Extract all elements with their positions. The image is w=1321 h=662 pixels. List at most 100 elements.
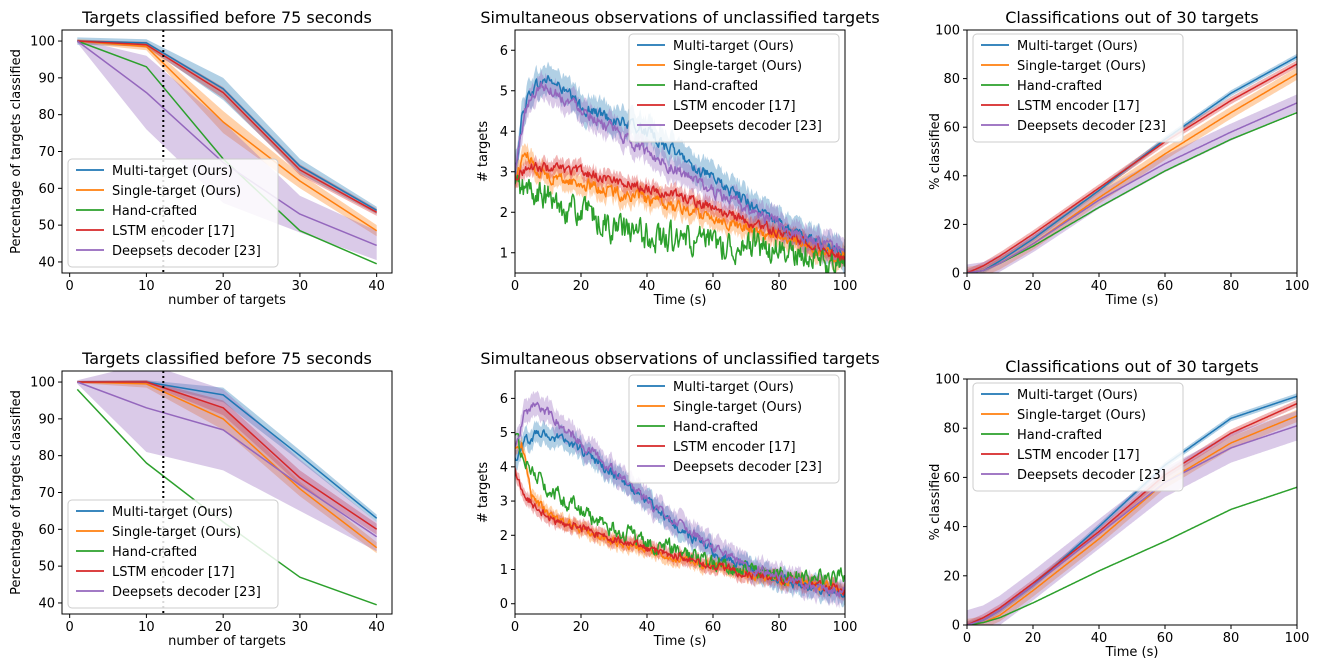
y-tick-label: 40 — [943, 169, 960, 184]
y-tick-label: 60 — [943, 471, 960, 486]
chart-panel-2: 0 20 40 60 80 100 1 2 3 4 5 6 Simultaneous observati… — [476, 8, 880, 308]
x-tick-label: 20 — [1025, 631, 1042, 646]
legend-label: Hand-crafted — [673, 420, 758, 435]
y-tick-label: 90 — [38, 412, 55, 427]
axes-frame — [514, 29, 846, 274]
y-tick-label: 100 — [30, 376, 55, 391]
y-tick-label: 80 — [38, 449, 55, 464]
series-line — [967, 111, 1297, 273]
y-tick-label: 5 — [500, 426, 508, 441]
y-tick-label: 3 — [500, 165, 508, 180]
legend-label: Single-target (Ours) — [1017, 59, 1146, 74]
axes-frame — [514, 370, 846, 615]
chart-panel-5: 0 20 40 60 80 100 0 1 2 3 4 5 6 Simultaneous observat… — [476, 349, 880, 649]
x-tick-label: 80 — [1223, 631, 1240, 646]
x-tick-label: 30 — [292, 279, 309, 294]
series-line — [967, 424, 1297, 625]
y-tick-label: 40 — [38, 255, 55, 270]
legend-label: LSTM encoder [17] — [673, 440, 796, 455]
legend-box — [972, 382, 1184, 492]
x-tick-label: 60 — [1157, 279, 1174, 294]
x-tick-label: 0 — [511, 279, 519, 294]
y-tick-label: 70 — [38, 486, 55, 501]
chart-title: Classifications out of 30 targets — [1005, 357, 1259, 376]
y-tick-label: 80 — [38, 108, 55, 123]
plot-area — [515, 390, 845, 609]
y-tick-label: 70 — [38, 145, 55, 160]
legend: Multi-target (Ours) Single-target (Ours) H… — [67, 158, 279, 268]
confidence-band — [967, 399, 1297, 625]
legend-label: Deepsets decoder [23] — [1017, 119, 1166, 134]
legend: Multi-target (Ours) Single-target (Ours) H… — [628, 33, 840, 143]
x-axis-label: Time (s) — [653, 634, 707, 649]
chart-title: Targets classified before 75 seconds — [81, 8, 372, 27]
legend-label: Deepsets decoder [23] — [673, 119, 822, 134]
y-tick-label: 1 — [500, 563, 508, 578]
y-tick-label: 6 — [500, 44, 508, 59]
legend-label: Multi-target (Ours) — [112, 505, 233, 520]
legend-label: Deepsets decoder [23] — [112, 585, 261, 600]
legend-label: Deepsets decoder [23] — [1017, 468, 1166, 483]
y-tick-label: 0 — [952, 619, 960, 634]
y-axis-label: % classified — [928, 113, 943, 190]
axes-frame — [966, 29, 1298, 274]
x-tick-label: 60 — [705, 620, 722, 635]
legend-label: LSTM encoder [17] — [1017, 99, 1140, 114]
x-tick-label: 0 — [963, 631, 971, 646]
confidence-band — [967, 53, 1297, 273]
x-tick-label: 80 — [771, 279, 788, 294]
y-tick-label: 6 — [500, 392, 508, 407]
y-tick-label: 100 — [935, 373, 960, 388]
y-tick-label: 2 — [500, 529, 508, 544]
y-tick-label: 0 — [952, 267, 960, 282]
x-tick-label: 40 — [368, 620, 385, 635]
chart-panel-6: 0 20 40 60 80 100 0 20 40 60 80 100 Classifications … — [928, 357, 1309, 660]
series-line — [77, 40, 378, 212]
y-tick-label: 60 — [943, 121, 960, 136]
series-line — [967, 63, 1297, 273]
y-axis-label: # targets — [476, 462, 491, 524]
confidence-band — [77, 371, 377, 552]
y-axis-label: Percentage of targets classified — [9, 390, 24, 595]
x-tick-label: 20 — [573, 620, 590, 635]
x-tick-label: 40 — [639, 279, 656, 294]
y-tick-label: 40 — [943, 520, 960, 535]
confidence-band — [77, 39, 377, 216]
legend-label: LSTM encoder [17] — [112, 565, 235, 580]
legend-label: Multi-target (Ours) — [673, 39, 794, 54]
x-tick-label: 0 — [66, 279, 74, 294]
series-line — [967, 102, 1297, 273]
x-tick-label: 80 — [771, 620, 788, 635]
legend-label: Single-target (Ours) — [673, 400, 802, 415]
legend: Multi-target (Ours) Single-target (Ours) H… — [628, 374, 840, 484]
x-tick-label: 10 — [138, 620, 155, 635]
confidence-band — [515, 390, 845, 609]
y-tick-label: 80 — [943, 72, 960, 87]
series-line — [967, 486, 1297, 625]
legend-box — [972, 33, 1184, 143]
x-axis-label: Time (s) — [1105, 645, 1159, 660]
x-tick-label: 100 — [833, 279, 858, 294]
x-axis-label: Time (s) — [653, 293, 707, 308]
legend-label: Hand-crafted — [673, 79, 758, 94]
series-line — [77, 40, 378, 232]
y-axis-label: Percentage of targets classified — [9, 49, 24, 254]
confidence-band — [515, 419, 845, 608]
plot-area — [967, 53, 1297, 273]
legend-label: Single-target (Ours) — [112, 184, 241, 199]
x-axis-label: number of targets — [168, 634, 286, 649]
x-tick-label: 80 — [1223, 279, 1240, 294]
chart-title: Targets classified before 75 seconds — [81, 349, 372, 368]
x-tick-label: 40 — [1091, 631, 1108, 646]
legend-label: LSTM encoder [17] — [112, 224, 235, 239]
legend-box — [67, 158, 279, 268]
legend-label: Deepsets decoder [23] — [673, 460, 822, 475]
y-tick-label: 4 — [500, 460, 508, 475]
y-tick-label: 20 — [943, 218, 960, 233]
legend-label: Single-target (Ours) — [1017, 408, 1146, 423]
x-tick-label: 40 — [639, 620, 656, 635]
confidence-band — [967, 94, 1297, 273]
legend-box — [67, 499, 279, 609]
chart-panel-4: 0 10 20 30 40 40 50 60 70 80 90 100 Targets classifi… — [9, 349, 393, 649]
